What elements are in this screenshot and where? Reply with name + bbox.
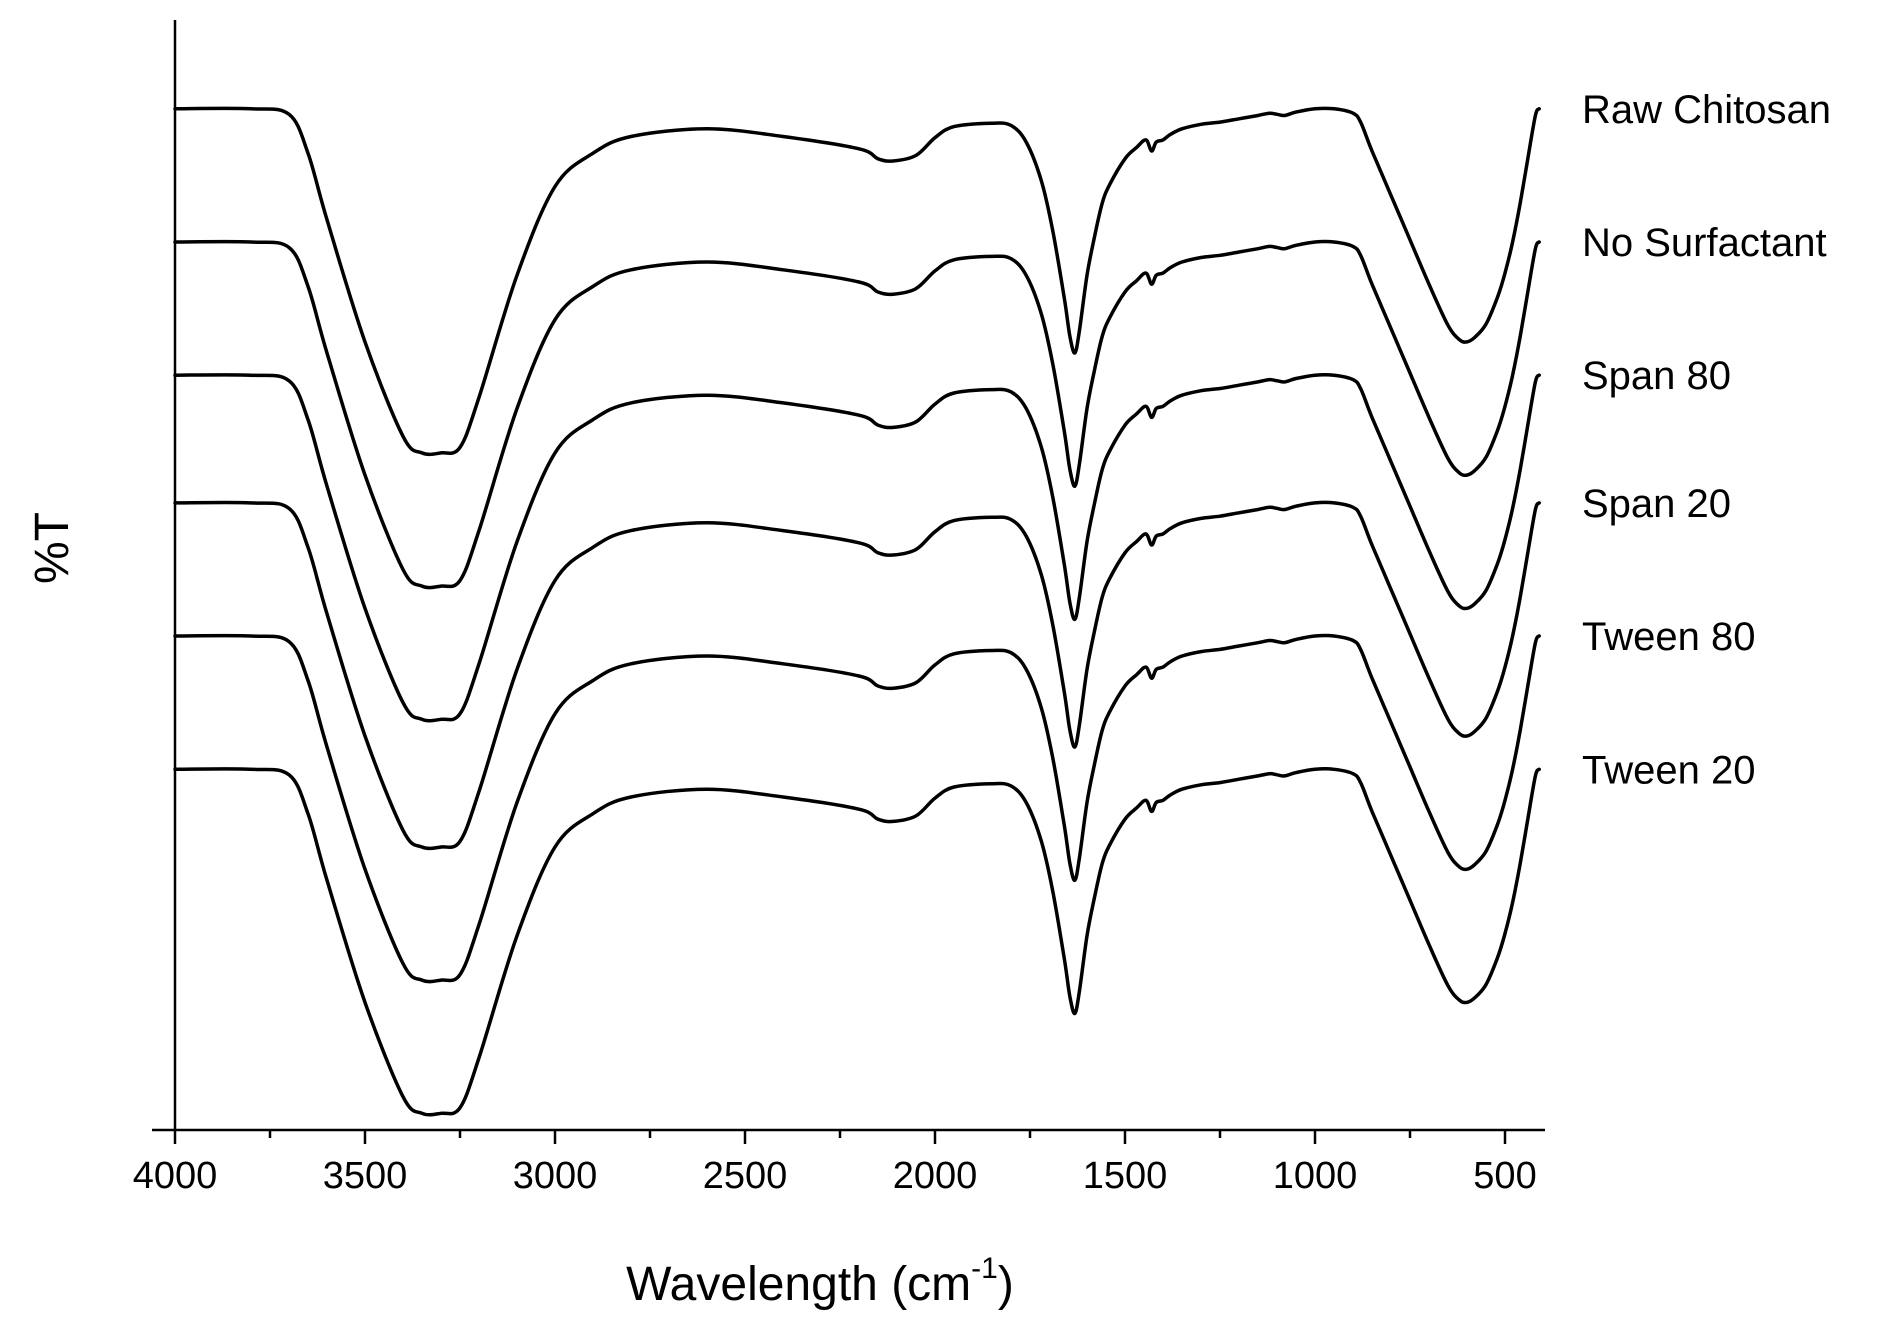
plot-area: 4000 3500 3000 2500 2000 1500 1000 500 Raw Chit…: [133, 20, 1831, 1197]
x-axis-title: Wavelength (cm-1): [626, 1252, 1014, 1311]
x-tick-label-3000: 3000: [513, 1155, 598, 1197]
x-axis-title-close: ): [998, 1258, 1014, 1311]
series-labels: Raw Chitosan No Surfactant Span 80 Span 20 T…: [1582, 88, 1831, 792]
x-axis-tick-labels: 4000 3500 3000 2500 2000 1500 1000 500: [133, 1155, 1537, 1197]
series-line-tween-80: [173, 633, 1541, 984]
x-tick-label-2500: 2500: [703, 1155, 788, 1197]
y-axis-title: %T: [26, 512, 79, 584]
series-label-no-surfactant: No Surfactant: [1582, 221, 1827, 265]
x-tick-label-4000: 4000: [133, 1155, 218, 1197]
x-tick-label-1000: 1000: [1273, 1155, 1358, 1197]
series-line-span-20: [173, 500, 1541, 851]
series-label-tween-20: Tween 20: [1582, 748, 1755, 792]
spectra-traces: [173, 106, 1541, 1117]
x-tick-label-3500: 3500: [323, 1155, 408, 1197]
series-label-raw-chitosan: Raw Chitosan: [1582, 88, 1831, 132]
x-axis-title-main: Wavelength (cm: [626, 1258, 971, 1311]
series-line-span-80: [173, 372, 1541, 723]
series-label-span-20: Span 20: [1582, 482, 1731, 526]
x-tick-label-500: 500: [1473, 1155, 1536, 1197]
x-axis-ticks: [173, 1130, 1507, 1144]
series-label-span-80: Span 80: [1582, 354, 1731, 398]
series-line-raw-chitosan: [173, 106, 1541, 457]
series-line-tween-20: [173, 767, 1541, 1117]
x-tick-label-1500: 1500: [1083, 1155, 1168, 1197]
series-label-tween-80: Tween 80: [1582, 615, 1755, 659]
x-axis-title-superscript: -1: [971, 1252, 998, 1285]
x-tick-label-2000: 2000: [893, 1155, 978, 1197]
series-line-no-surfactant: [173, 239, 1541, 590]
